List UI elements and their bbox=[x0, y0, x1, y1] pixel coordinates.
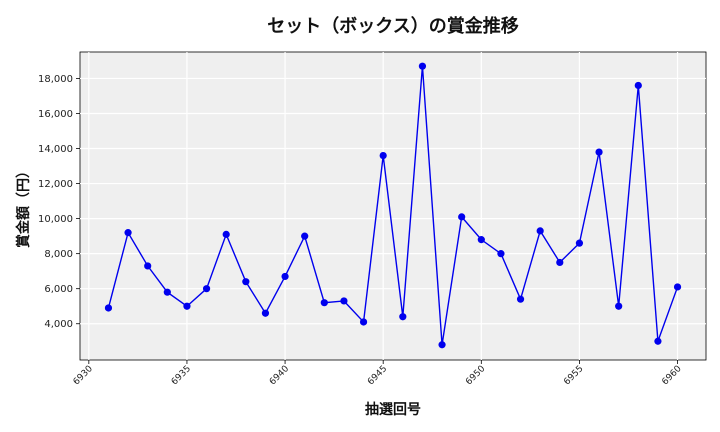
y-tick-label: 16,000 bbox=[38, 109, 73, 120]
data-point bbox=[261, 309, 270, 317]
data-point bbox=[301, 232, 309, 240]
data-point bbox=[399, 313, 407, 321]
y-tick-label: 6,000 bbox=[44, 284, 73, 295]
data-point bbox=[124, 229, 132, 237]
x-tick-label: 6940 bbox=[268, 364, 291, 387]
x-tick-label: 6945 bbox=[366, 364, 389, 387]
data-point bbox=[320, 299, 328, 307]
data-point bbox=[556, 258, 564, 267]
data-point bbox=[595, 148, 603, 156]
x-tick-label: 6930 bbox=[72, 364, 95, 387]
grid bbox=[80, 52, 706, 360]
data-point bbox=[202, 285, 211, 293]
data-point bbox=[458, 213, 466, 221]
data-point bbox=[144, 262, 152, 270]
data-point bbox=[575, 239, 584, 247]
series-line bbox=[107, 66, 679, 345]
y-axis: 4,000 6,000 8,000 10,000 12,000 14,000 16,000 1… bbox=[38, 74, 80, 330]
data-point bbox=[497, 250, 505, 258]
y-axis-label: 賞金額（円） bbox=[15, 164, 32, 248]
data-point bbox=[477, 236, 485, 244]
data-point bbox=[359, 318, 368, 326]
data-points bbox=[104, 62, 682, 349]
y-tick-label: 8,000 bbox=[44, 249, 73, 260]
data-point bbox=[340, 297, 348, 305]
x-tick-label: 6935 bbox=[170, 364, 193, 387]
data-point bbox=[536, 227, 544, 235]
x-tick-label: 6955 bbox=[562, 364, 585, 387]
data-point bbox=[634, 81, 642, 90]
data-point bbox=[516, 295, 525, 303]
y-tick-label: 12,000 bbox=[38, 179, 73, 190]
data-point bbox=[379, 151, 387, 160]
data-point bbox=[438, 341, 446, 349]
data-point bbox=[163, 288, 171, 296]
data-point bbox=[418, 62, 427, 70]
data-point bbox=[183, 302, 191, 310]
data-point bbox=[654, 337, 662, 345]
data-point bbox=[615, 302, 623, 310]
x-tick-label: 6950 bbox=[464, 364, 487, 387]
y-tick-label: 18,000 bbox=[38, 74, 73, 85]
x-tick-label: 6960 bbox=[660, 364, 683, 387]
y-tick-label: 14,000 bbox=[38, 144, 73, 155]
data-point bbox=[222, 230, 230, 238]
y-tick-label: 4,000 bbox=[44, 319, 73, 330]
data-point bbox=[673, 283, 682, 291]
x-axis-label: 抽選回号 bbox=[365, 401, 421, 418]
data-point bbox=[242, 278, 250, 286]
data-point bbox=[104, 304, 113, 312]
x-axis: 6930 6935 6940 6945 6950 6955 6960 bbox=[72, 360, 684, 387]
data-point bbox=[281, 272, 289, 281]
plot-area bbox=[79, 51, 707, 361]
y-tick-label: 10,000 bbox=[38, 214, 73, 225]
chart-title: セット（ボックス）の賞金推移 bbox=[267, 15, 518, 37]
